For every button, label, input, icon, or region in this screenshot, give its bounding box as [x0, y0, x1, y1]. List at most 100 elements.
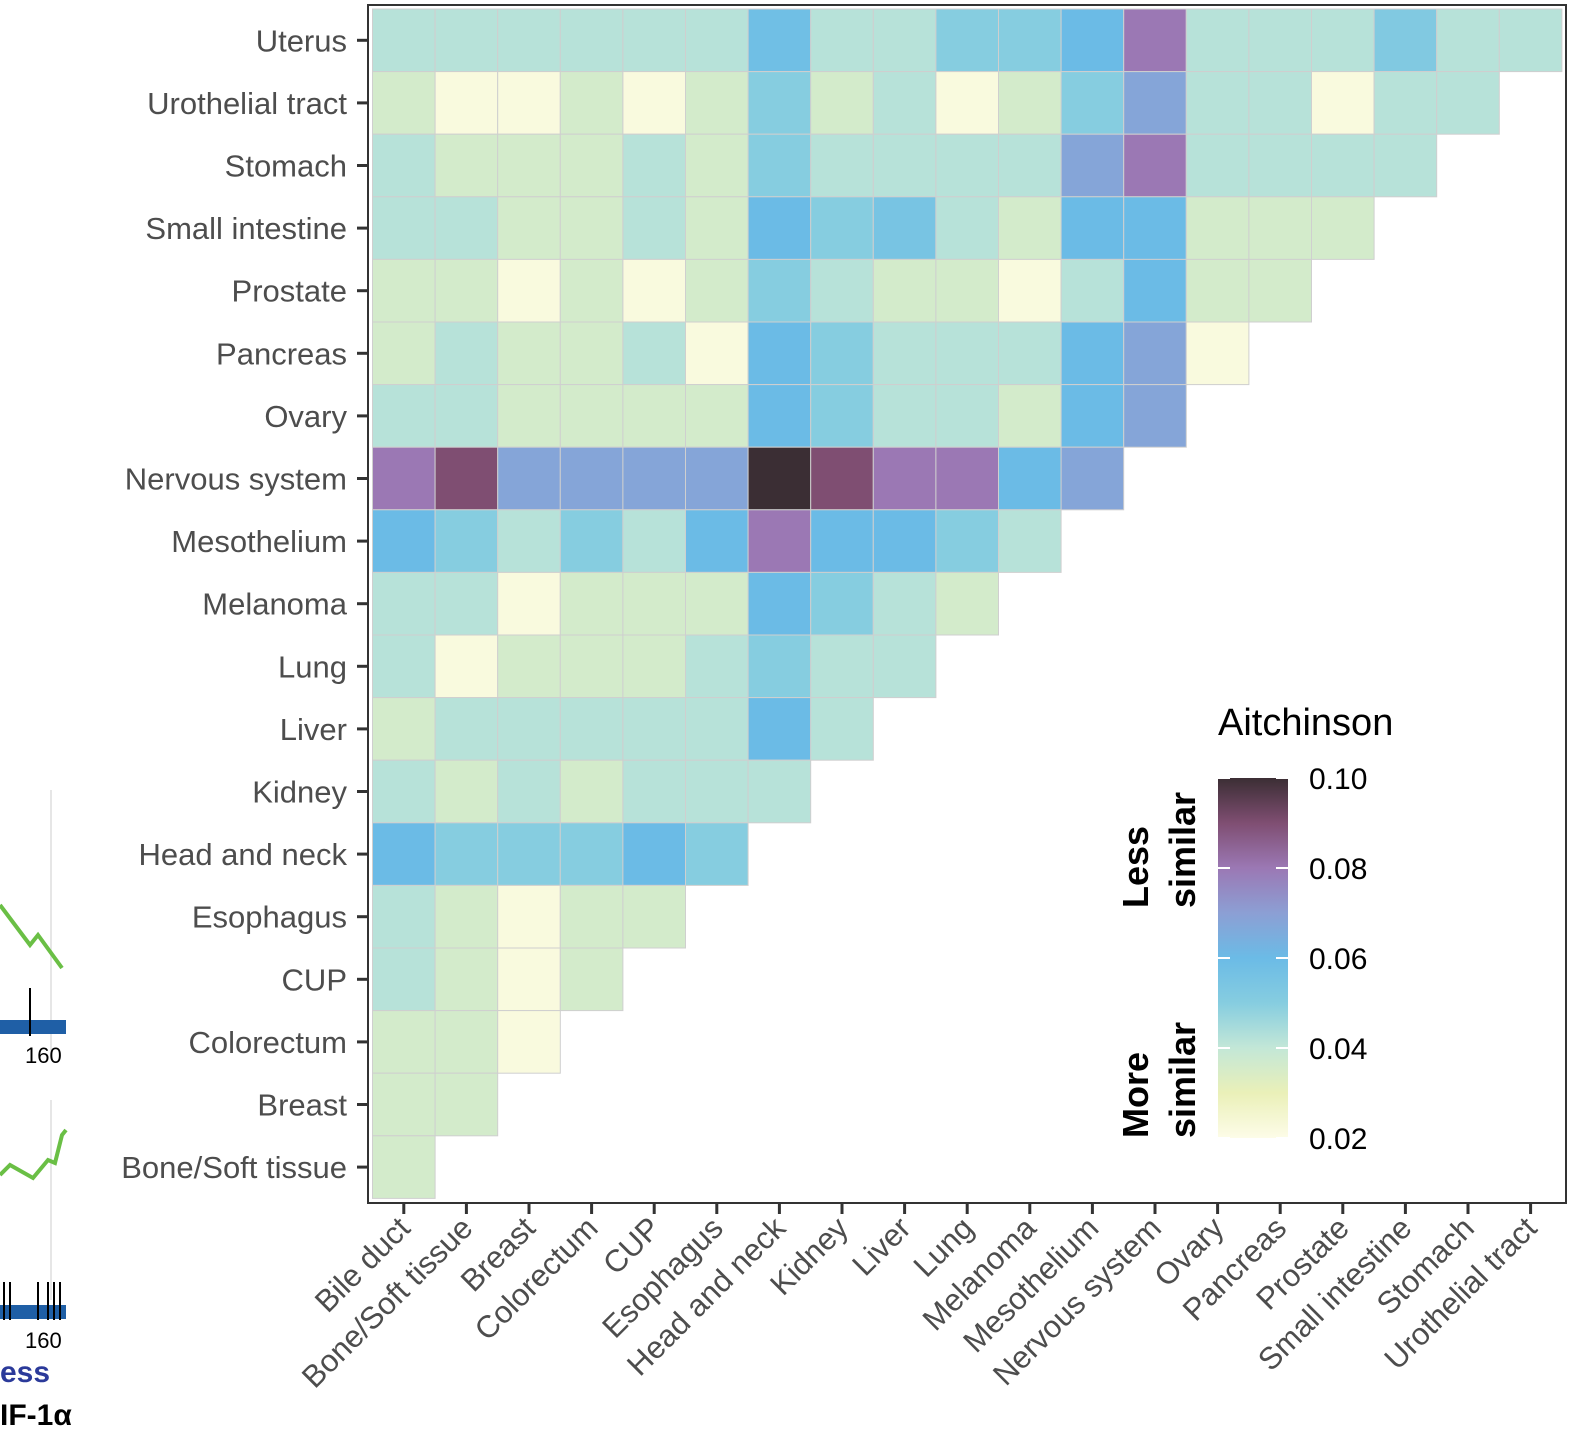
heatmap-cell [872, 446, 937, 511]
fragment-tick-label-top: 160 [25, 1043, 62, 1068]
heatmap-cell [1248, 8, 1313, 73]
y-tick-label: Uterus [256, 23, 347, 58]
y-tick-label: Lung [278, 649, 347, 684]
heatmap-cell [559, 509, 624, 573]
fragment-ticks-bottom [3, 1282, 61, 1320]
legend-label-less: Less [1115, 826, 1156, 908]
fragment-text-blue: ess [0, 1356, 50, 1389]
fragment-text-black: IF-1α [0, 1399, 72, 1432]
y-tick-label: Stomach [225, 149, 347, 184]
heatmap-cell [685, 384, 749, 448]
heatmap-cell [622, 258, 687, 323]
fragment-bar-top [0, 1020, 66, 1034]
legend-label-less-similar: similar [1162, 792, 1203, 908]
heatmap-cell [372, 446, 436, 511]
heatmap-cell [372, 384, 436, 448]
heatmap-cell [998, 446, 1062, 511]
heatmap-cell [622, 634, 687, 699]
y-tick-label: Pancreas [216, 336, 347, 371]
heatmap-cell [1436, 8, 1500, 73]
heatmap-cell [434, 947, 499, 1012]
heatmap-cell [998, 71, 1062, 135]
heatmap-cell [559, 697, 624, 761]
heatmap-cell [1373, 71, 1438, 135]
y-tick-label: Bone/Soft tissue [121, 1150, 347, 1185]
heatmap-cell [810, 321, 874, 386]
heatmap-cell [434, 8, 499, 73]
heatmap-cell [872, 133, 937, 198]
heatmap-cell [747, 133, 812, 198]
heatmap-cell [1185, 196, 1250, 260]
heatmap-cell [497, 509, 561, 573]
heatmap-cell [434, 258, 499, 323]
heatmap-cell [497, 759, 561, 824]
heatmap-cell [935, 71, 1000, 135]
heatmap-cell [434, 71, 499, 135]
heatmap-cell [747, 321, 812, 386]
heatmap-cell [372, 71, 436, 135]
heatmap-cell [872, 196, 937, 260]
heatmap-cell [810, 634, 874, 699]
heatmap-cell [810, 446, 874, 511]
heatmap-cell [559, 196, 624, 260]
heatmap-cell [935, 446, 1000, 511]
heatmap-cell [1060, 384, 1125, 448]
heatmap-cell [810, 384, 874, 448]
heatmap-cell [1311, 196, 1375, 260]
heatmap-cell [559, 321, 624, 386]
heatmap-cell [434, 1072, 499, 1137]
heatmap-cell [747, 446, 812, 511]
y-tick-label: Mesothelium [171, 524, 347, 559]
heatmap-cell [872, 258, 937, 323]
heatmap-cell [497, 697, 561, 761]
y-tick-label: Melanoma [202, 587, 347, 622]
heatmap-cell [810, 258, 874, 323]
heatmap-cell [372, 634, 436, 699]
y-tick-label: Kidney [252, 775, 347, 810]
heatmap-cell [872, 509, 937, 573]
heatmap-cell [685, 258, 749, 323]
heatmap-cell [497, 822, 561, 886]
heatmap-cell [372, 196, 436, 260]
heatmap-cell [685, 71, 749, 135]
heatmap-cell [372, 258, 436, 323]
heatmap-cell [872, 71, 937, 135]
legend-title: Aitchinson [1218, 702, 1393, 744]
y-tick-label: Small intestine [145, 211, 347, 246]
heatmap-cell [497, 258, 561, 323]
heatmap-cell [372, 571, 436, 636]
heatmap-cell [685, 697, 749, 761]
heatmap-cell [935, 133, 1000, 198]
heatmap-cell [622, 571, 687, 636]
heatmap-cell [747, 759, 812, 824]
heatmap-cell [559, 759, 624, 824]
heatmap-cell [1123, 196, 1187, 260]
heatmap-cell [559, 947, 624, 1012]
heatmap-cell [1060, 258, 1125, 323]
fragment-tick-label-bottom: 160 [25, 1328, 62, 1353]
heatmap-cell [497, 634, 561, 699]
heatmap-cell [559, 258, 624, 323]
heatmap-cell [1123, 8, 1187, 73]
heatmap-cell [434, 822, 499, 886]
heatmap-cell [559, 71, 624, 135]
heatmap-cell [810, 8, 874, 73]
y-axis: Uterus Urothelial tract Stomach Small intes… [121, 23, 368, 1185]
heatmap-cell [1311, 133, 1375, 198]
heatmap-cell [434, 634, 499, 699]
heatmap-cell [622, 509, 687, 573]
heatmap-cell [747, 196, 812, 260]
heatmap-cell [434, 384, 499, 448]
heatmap-cell [372, 8, 436, 73]
heatmap-cell [1185, 133, 1250, 198]
heatmap-cell [1311, 71, 1375, 135]
heatmap-cell [747, 571, 812, 636]
heatmap-cell [810, 571, 874, 636]
heatmap-cell [872, 384, 937, 448]
heatmap-cell [935, 321, 1000, 386]
heatmap-cell [497, 947, 561, 1012]
heatmap-cell [434, 571, 499, 636]
heatmap-cell [497, 321, 561, 386]
heatmap-cell [372, 697, 436, 761]
